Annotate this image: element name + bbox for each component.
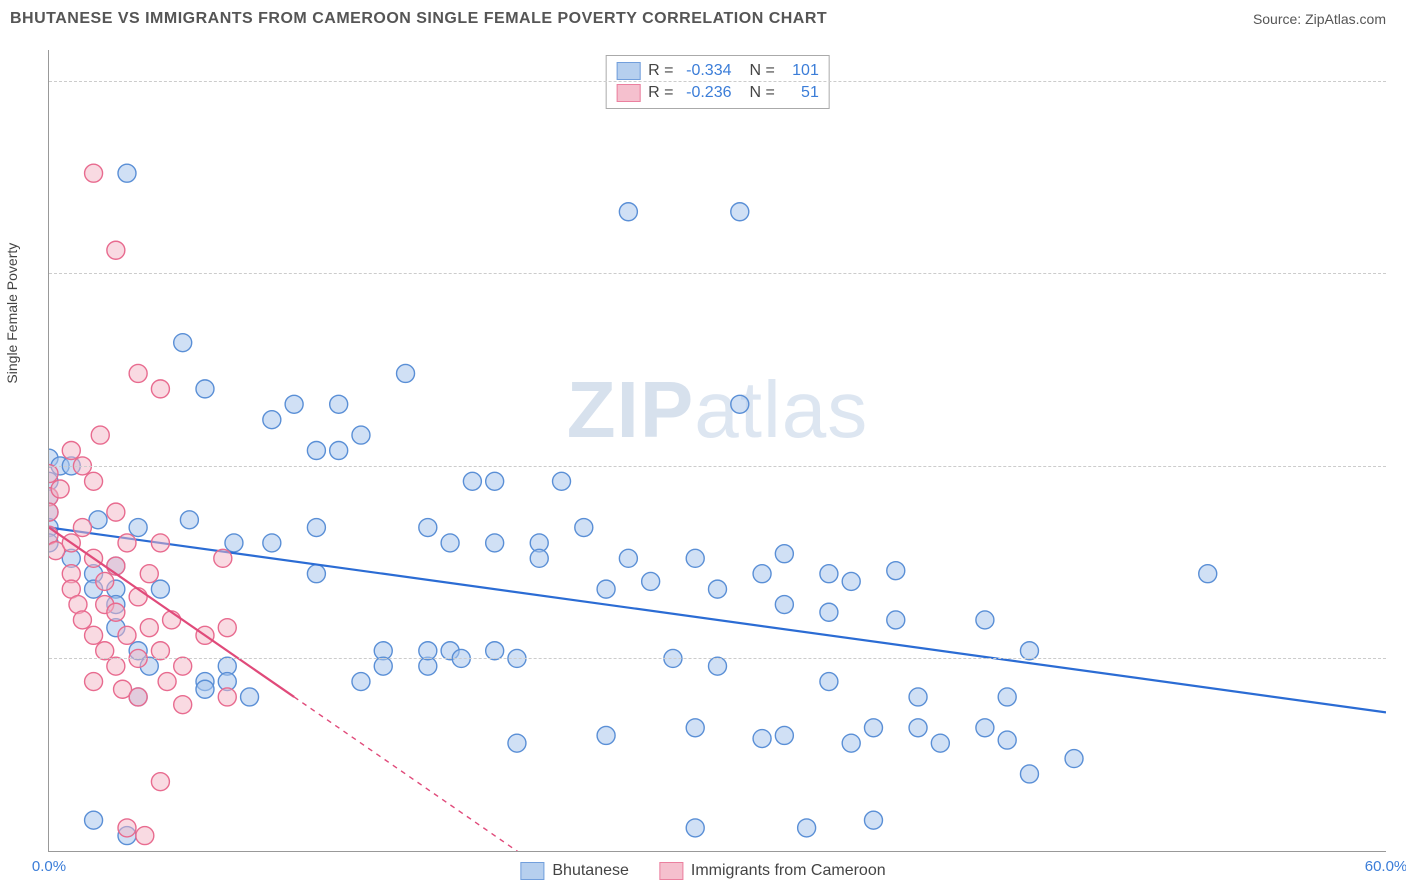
stat-n-label: N = [750,82,775,104]
chart-area: ZIPatlas R =-0.334N =101R =-0.236N =51 1… [48,50,1386,852]
gridline [49,273,1386,274]
legend-item: Immigrants from Cameroon [659,862,886,880]
y-tick-label: 37.5% [1396,265,1406,282]
legend-item: Bhutanese [520,862,629,880]
bottom-legend: Bhutanese Immigrants from Cameroon [520,862,885,880]
stats-row: R = -0.334 N = 101 [616,60,819,82]
legend-swatch [616,62,640,80]
gridline [49,658,1386,659]
stats-box: R = -0.334 N = 101 R = -0.236 N = 51 [605,55,830,109]
x-tick-label: 0.0% [32,858,66,875]
legend-swatch [616,84,640,102]
legend-swatch [659,862,683,880]
y-tick-label: 25.0% [1396,457,1406,474]
gridline [49,81,1386,82]
x-tick-label: 60.0% [1365,858,1406,875]
chart-title: BHUTANESE VS IMMIGRANTS FROM CAMEROON SI… [10,10,827,28]
scatter-plot [49,50,1386,851]
stat-n-value: 101 [783,60,819,82]
y-tick-label: 12.5% [1396,650,1406,667]
legend-swatch [520,862,544,880]
y-tick-label: 50.0% [1396,72,1406,89]
stat-n-value: 51 [783,82,819,104]
stat-r-value: -0.334 [682,60,732,82]
source-label: Source: ZipAtlas.com [1253,11,1386,27]
stats-row: R = -0.236 N = 51 [616,82,819,104]
stat-r-value: -0.236 [682,82,732,104]
legend-label: Bhutanese [552,862,629,880]
stat-r-label: R = [648,60,673,82]
gridline [49,466,1386,467]
stat-r-label: R = [648,82,673,104]
stat-n-label: N = [750,60,775,82]
y-axis-label: Single Female Poverty [4,243,20,384]
legend-label: Immigrants from Cameroon [691,862,886,880]
